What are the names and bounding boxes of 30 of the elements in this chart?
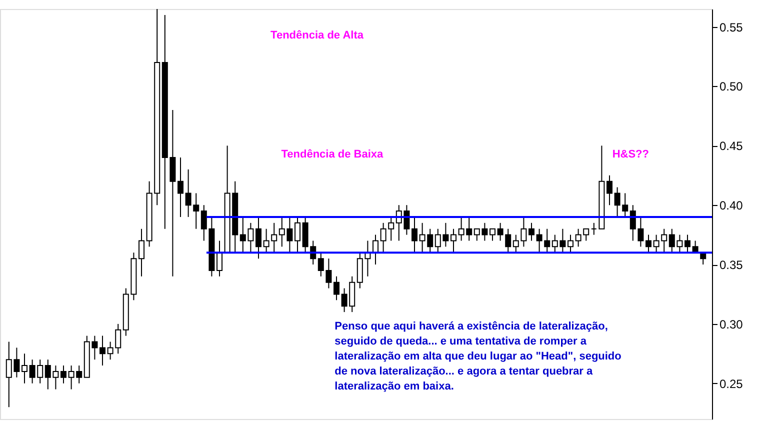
candlestick [590,222,597,236]
annotation: H&S?? [612,148,650,160]
candlestick [528,222,534,242]
candlestick [412,216,418,254]
y-tick-label: 0.25 [720,376,744,391]
y-tick-label: 0.55 [720,20,744,34]
candlestick [372,234,378,266]
candlestick [294,216,300,254]
candlestick [684,234,690,254]
candlestick [216,240,222,277]
candlestick [568,234,574,254]
annotation: Tendência de Alta [270,30,364,42]
annotation: Tendência de Baixa [281,148,384,160]
candlestick [256,216,262,260]
candlestick [60,365,66,384]
candlestick [334,276,340,301]
y-tick-label: 0.50 [720,80,744,94]
annotation: Penso que aqui haverá a existência de lateralização, seguido de queda... e uma tentativa de romper a lateralização em alta que deu lugar ao "Head", seguido de nova lateralização... e agora a tentar quebrar a lateralização em baixa. [334,320,622,393]
candlestick [22,353,28,384]
candlestick [178,157,184,218]
candlestick [450,228,456,254]
y-tick-label: 0.35 [720,258,744,272]
candlestick [646,234,652,254]
candlestick [606,174,612,206]
y-tick-label: 0.40 [720,198,744,213]
y-tick-label: 0.30 [720,317,744,332]
candlestick [138,228,144,277]
y-tick-label: 0.45 [720,139,744,154]
candlestick [490,228,496,242]
candlestick [100,335,106,366]
